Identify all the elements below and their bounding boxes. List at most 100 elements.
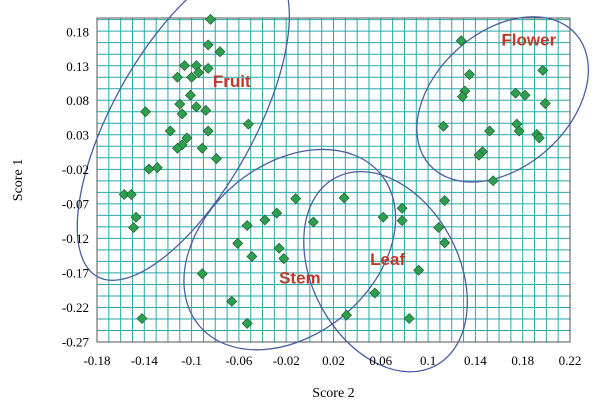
data-point-stem — [307, 216, 319, 228]
data-point-fruit — [143, 163, 155, 175]
y-tick-label: 0.08 — [66, 93, 89, 108]
data-point-flower — [473, 149, 485, 161]
data-point-fruit — [193, 66, 205, 78]
data-point-fruit — [128, 222, 140, 234]
data-point-fruit — [174, 98, 186, 110]
group-labels: Fruit Stem Leaf Flower — [213, 31, 557, 288]
data-point-fruit — [130, 211, 142, 223]
data-point-leaf — [341, 309, 353, 321]
group-label-flower: Flower — [501, 31, 556, 50]
x-tick-label: -0.14 — [131, 353, 159, 368]
y-tick-label: -0.22 — [62, 300, 89, 315]
data-point-leaf — [439, 195, 451, 207]
x-tick-label: -0.1 — [181, 353, 202, 368]
data-point-fruit — [214, 46, 226, 58]
data-point-stem — [271, 207, 283, 219]
data-point-fruit — [190, 101, 202, 113]
plot-frame — [96, 17, 571, 343]
data-point-flower — [437, 120, 449, 132]
y-tick-label: -0.27 — [62, 335, 90, 350]
data-point-flower — [513, 125, 525, 137]
data-point-stem — [196, 268, 208, 280]
group-label-fruit: Fruit — [213, 72, 251, 91]
data-point-flower — [533, 132, 545, 144]
data-point-flower — [463, 69, 475, 81]
data-point-leaf — [413, 264, 425, 276]
data-point-fruit — [139, 106, 151, 118]
y-tick-label: -0.02 — [62, 162, 89, 177]
data-point-leaf — [433, 222, 445, 234]
data-point-fruit — [205, 13, 217, 25]
x-axis-title: Score 2 — [312, 386, 354, 401]
data-point-fruit — [202, 62, 214, 74]
data-point-fruit — [179, 60, 190, 72]
x-tick-label: -0.06 — [225, 353, 253, 368]
y-axis-title: Score 1 — [11, 159, 26, 201]
y-tick-label: 0.03 — [66, 128, 89, 143]
x-axis-ticks: -0.18 -0.14 -0.1 -0.06 -0.02 0.02 0.06 0.1 0.14 0… — [83, 353, 581, 368]
data-point-flower — [510, 87, 522, 99]
data-point-stem — [278, 253, 290, 265]
data-point-leaf — [403, 313, 415, 325]
x-tick-label: 0.14 — [464, 353, 487, 368]
data-point-flower — [539, 97, 551, 109]
y-tick-label: -0.17 — [62, 266, 90, 281]
data-point-stem — [259, 214, 271, 226]
x-tick-label: 0.06 — [369, 353, 392, 368]
data-point-leaf — [439, 237, 451, 249]
data-point-fruit — [151, 162, 163, 174]
y-tick-label: 0.13 — [66, 59, 89, 74]
data-point-stem — [232, 237, 244, 249]
data-point-fruit — [171, 71, 183, 83]
x-tick-label: 0.22 — [559, 353, 582, 368]
data-point-leaf — [396, 215, 408, 227]
data-point-fruit — [176, 108, 188, 120]
data-point-flower — [487, 175, 499, 187]
ellipse-leaf — [303, 170, 468, 373]
data-point-flower — [484, 125, 496, 137]
grid — [96, 18, 571, 343]
data-point-fruit — [202, 125, 214, 137]
y-axis-ticks: 0.18 0.13 0.08 0.03 -0.02 -0.07 -0.12 -0.17 -0.2… — [62, 24, 90, 349]
data-point-fruit — [210, 153, 222, 165]
data-point-stem — [241, 317, 253, 329]
data-point-stem — [246, 251, 258, 263]
data-point-fruit — [196, 142, 208, 154]
data-point-stem — [241, 220, 253, 231]
data-point-fruit — [186, 71, 198, 83]
data-point-fruit — [181, 132, 193, 144]
data-point-fruit — [242, 118, 254, 130]
data-point-fruit — [136, 313, 148, 325]
x-tick-label: 0.02 — [322, 353, 345, 368]
data-point-leaf — [396, 202, 408, 214]
data-point-fruit — [184, 89, 196, 101]
ellipse-fruit — [76, 0, 291, 281]
data-point-stem — [290, 193, 302, 205]
x-tick-label: -0.02 — [273, 353, 300, 368]
data-point-fruit — [125, 188, 137, 200]
x-tick-label: -0.18 — [83, 353, 110, 368]
data-point-flower — [456, 91, 468, 103]
x-tick-label: 0.1 — [420, 353, 436, 368]
data-point-leaf — [377, 211, 389, 223]
ellipse-flower — [416, 16, 590, 183]
data-points — [118, 13, 551, 329]
group-ellipses — [76, 0, 590, 373]
data-point-stem — [338, 192, 350, 204]
data-point-fruit — [171, 142, 183, 154]
data-point-flower — [537, 64, 549, 76]
y-tick-label: 0.18 — [66, 24, 89, 39]
y-tick-label: -0.12 — [62, 231, 89, 246]
data-point-stem — [226, 295, 238, 307]
data-point-flower — [519, 89, 531, 101]
data-point-stem — [273, 242, 285, 254]
x-tick-label: 0.18 — [511, 353, 534, 368]
group-label-leaf: Leaf — [370, 250, 405, 269]
data-point-flower — [455, 35, 467, 47]
group-label-stem: Stem — [279, 268, 321, 287]
data-point-fruit — [200, 104, 212, 116]
data-point-fruit — [202, 39, 214, 51]
y-tick-label: -0.07 — [62, 197, 90, 212]
data-point-fruit — [164, 125, 176, 137]
